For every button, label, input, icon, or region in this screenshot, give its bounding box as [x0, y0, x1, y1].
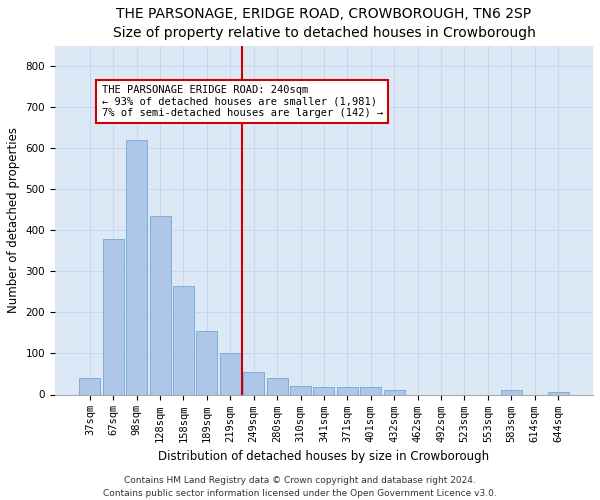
Bar	[103, 238, 124, 394]
Bar	[313, 387, 334, 394]
Bar	[501, 390, 522, 394]
Text: THE PARSONAGE ERIDGE ROAD: 240sqm
← 93% of detached houses are smaller (1,981)
7: THE PARSONAGE ERIDGE ROAD: 240sqm ← 93% …	[101, 85, 383, 118]
Text: Contains HM Land Registry data © Crown copyright and database right 2024.
Contai: Contains HM Land Registry data © Crown c…	[103, 476, 497, 498]
Bar	[126, 140, 147, 394]
Bar	[383, 390, 405, 394]
Y-axis label: Number of detached properties: Number of detached properties	[7, 127, 20, 313]
Bar	[337, 387, 358, 394]
Bar	[243, 372, 264, 394]
Bar	[266, 378, 287, 394]
Bar	[149, 216, 170, 394]
Bar	[79, 378, 100, 394]
Bar	[360, 387, 382, 394]
Bar	[548, 392, 569, 394]
Title: THE PARSONAGE, ERIDGE ROAD, CROWBOROUGH, TN6 2SP
Size of property relative to de: THE PARSONAGE, ERIDGE ROAD, CROWBOROUGH,…	[113, 7, 535, 40]
Bar	[196, 331, 217, 394]
Bar	[173, 286, 194, 395]
Bar	[220, 354, 241, 395]
X-axis label: Distribution of detached houses by size in Crowborough: Distribution of detached houses by size …	[158, 450, 490, 463]
Bar	[290, 386, 311, 394]
